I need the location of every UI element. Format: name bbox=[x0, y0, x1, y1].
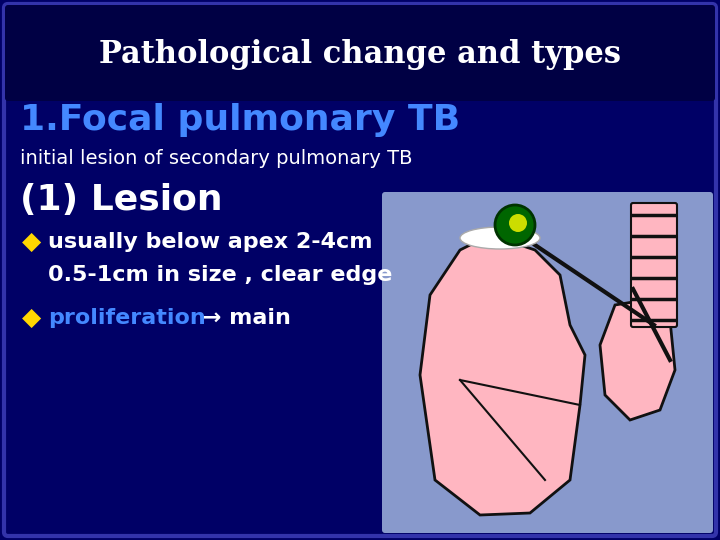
Ellipse shape bbox=[460, 227, 540, 249]
Text: 0.5-1cm in size , clear edge: 0.5-1cm in size , clear edge bbox=[48, 265, 392, 285]
Text: proliferation: proliferation bbox=[48, 308, 206, 328]
Circle shape bbox=[495, 205, 535, 245]
Text: Pathological change and types: Pathological change and types bbox=[99, 39, 621, 71]
Text: → main: → main bbox=[195, 308, 291, 328]
Text: (1) Lesion: (1) Lesion bbox=[20, 183, 222, 217]
Polygon shape bbox=[600, 300, 675, 420]
Text: 1.Focal pulmonary TB: 1.Focal pulmonary TB bbox=[20, 103, 460, 137]
FancyBboxPatch shape bbox=[5, 5, 715, 101]
FancyBboxPatch shape bbox=[631, 203, 677, 327]
FancyBboxPatch shape bbox=[382, 192, 713, 533]
Text: initial lesion of secondary pulmonary TB: initial lesion of secondary pulmonary TB bbox=[20, 148, 413, 167]
Text: usually below apex 2-4cm: usually below apex 2-4cm bbox=[48, 232, 372, 252]
Polygon shape bbox=[420, 235, 585, 515]
Text: ◆: ◆ bbox=[22, 306, 41, 330]
Text: ◆: ◆ bbox=[22, 230, 41, 254]
FancyBboxPatch shape bbox=[4, 4, 716, 536]
Circle shape bbox=[509, 214, 527, 232]
